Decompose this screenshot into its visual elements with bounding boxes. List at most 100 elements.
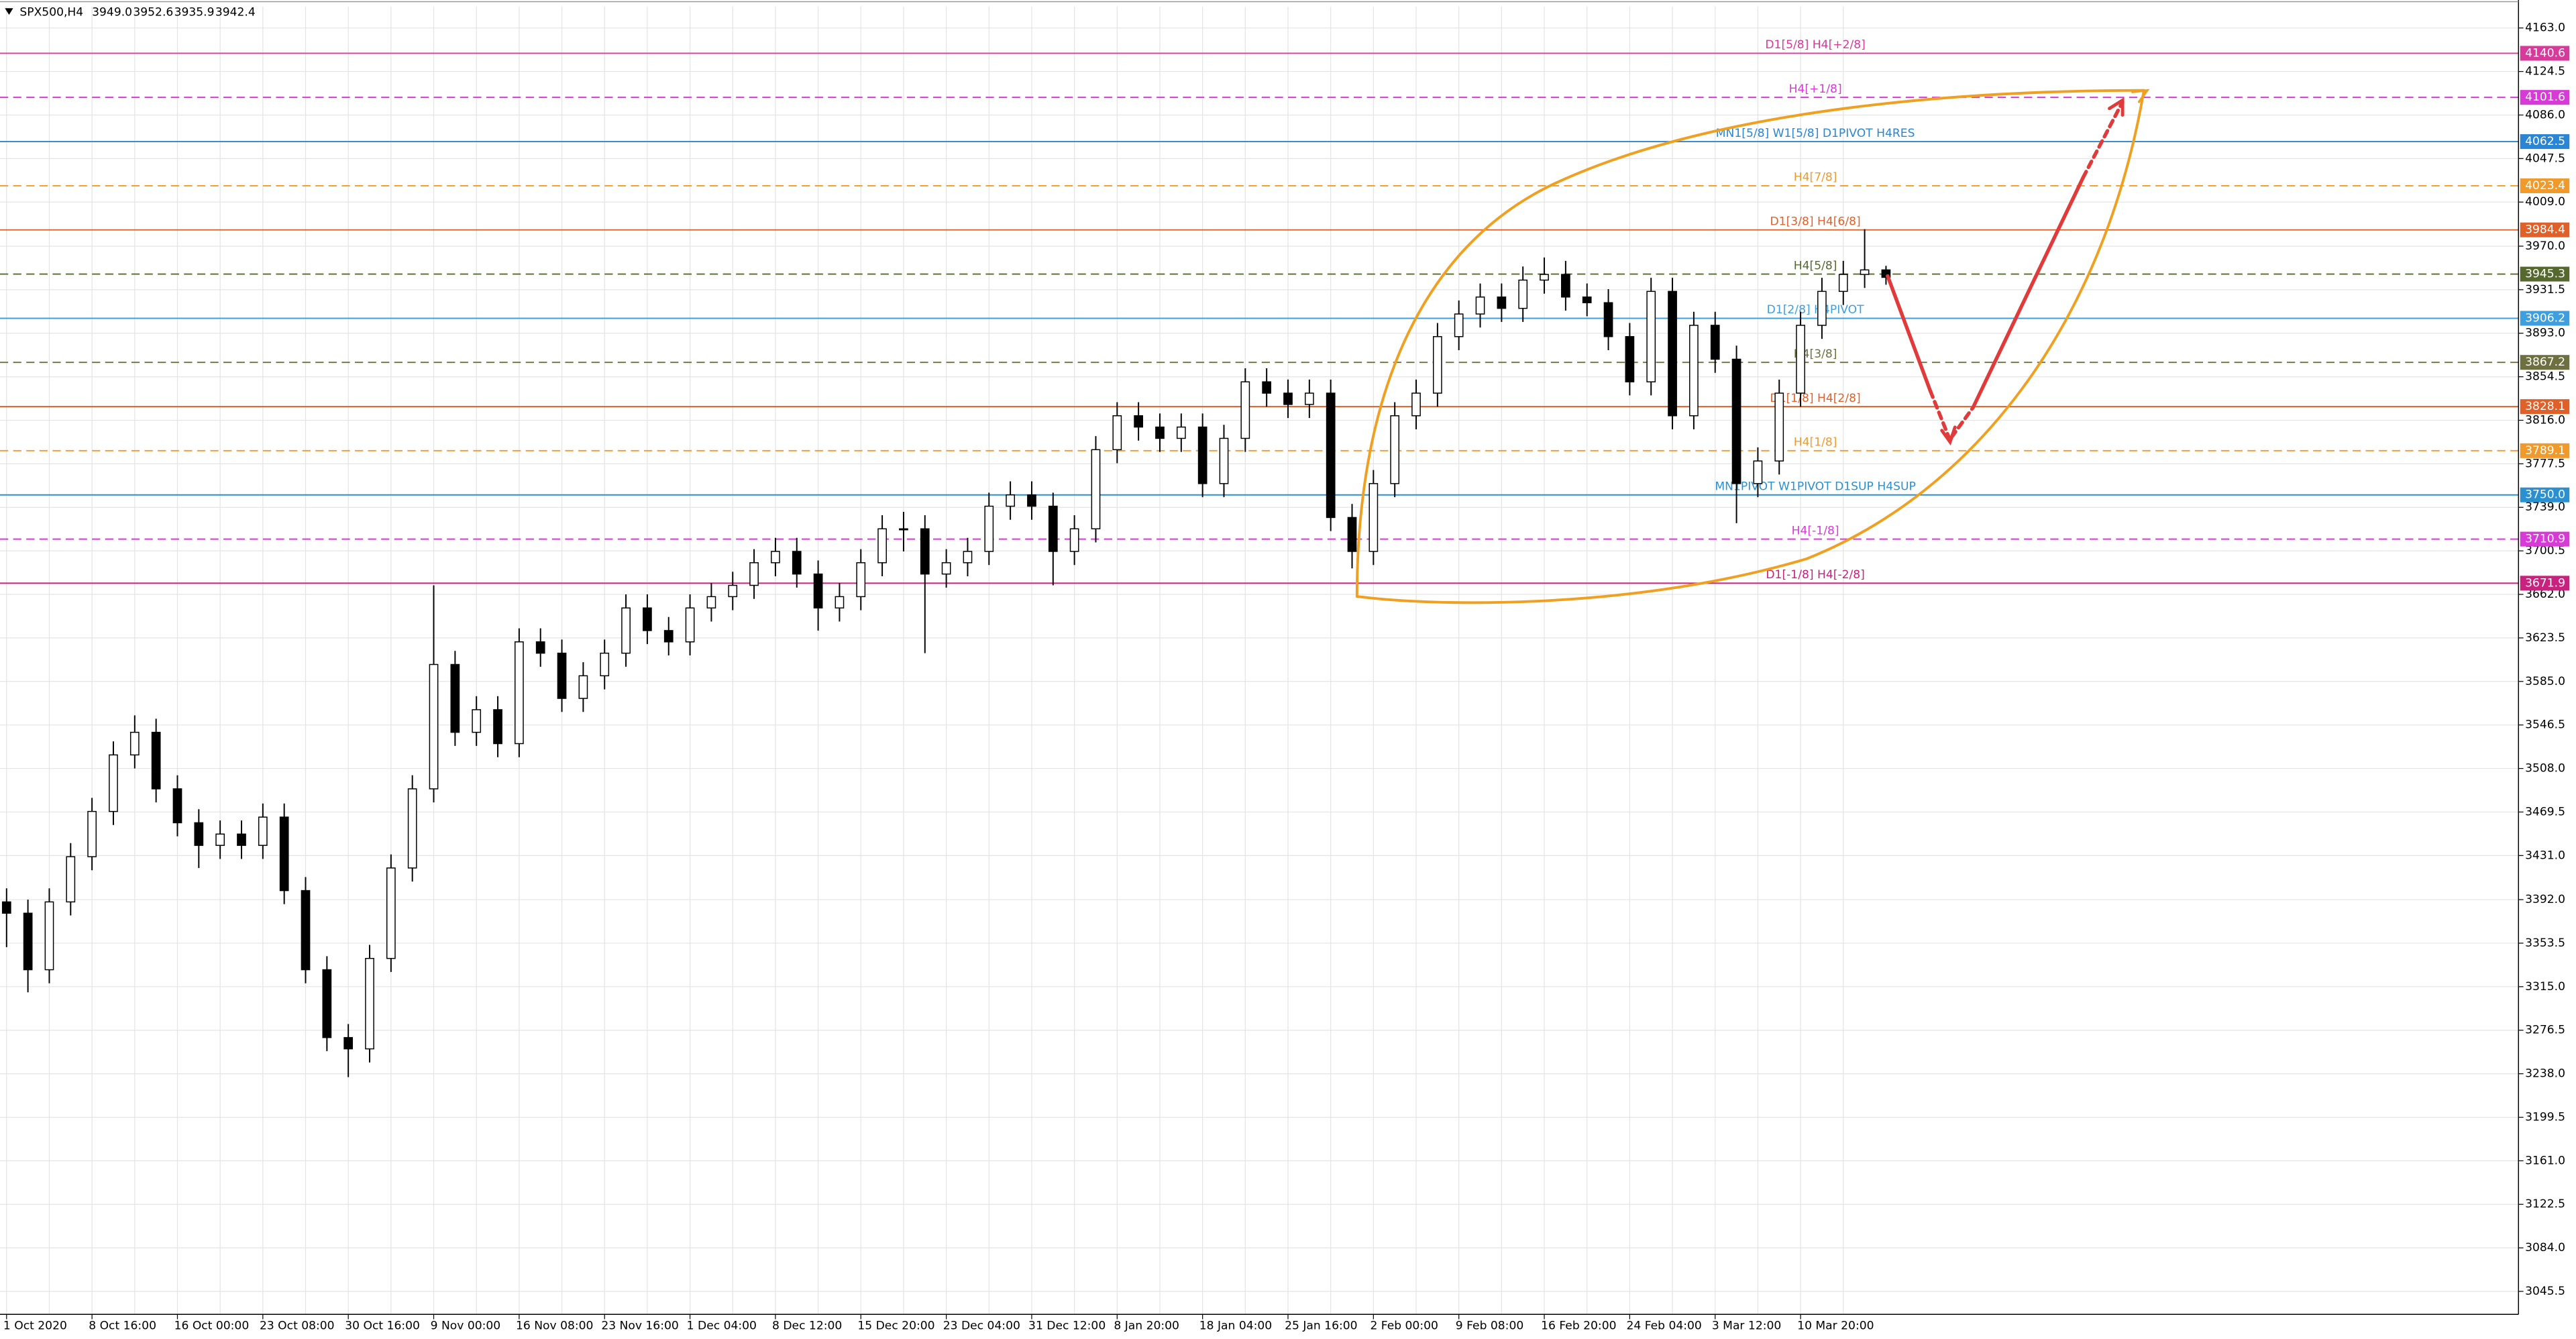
x-tick-label: 3 Mar 12:00 bbox=[1712, 1319, 1781, 1332]
x-tick-label: 25 Jan 16:00 bbox=[1285, 1319, 1357, 1332]
level-name: D1[-1/8] H4[-2/8] bbox=[1766, 568, 1865, 582]
level-name: D1[5/8] H4[+2/8] bbox=[1765, 38, 1866, 52]
candle-body bbox=[557, 652, 567, 699]
candle-body bbox=[600, 652, 610, 677]
candle-body bbox=[215, 833, 225, 846]
y-tick-label: 3392.0 bbox=[2525, 893, 2565, 906]
level-name: H4[-1/8] bbox=[1792, 524, 1839, 537]
candle-body bbox=[963, 551, 973, 564]
candle-body bbox=[1731, 358, 1741, 484]
candle-body bbox=[322, 969, 332, 1038]
candle-body bbox=[1774, 392, 1784, 462]
candles bbox=[1, 229, 1891, 1077]
y-tick-label: 3161.0 bbox=[2525, 1154, 2565, 1167]
y-tick-label: 3353.5 bbox=[2525, 936, 2565, 950]
level-name: D1[2/8] H4PIVOT bbox=[1767, 303, 1864, 317]
price-tag bbox=[2520, 134, 2570, 150]
x-tick-label: 16 Nov 08:00 bbox=[516, 1319, 593, 1332]
grid: 4163.0 4124.5 4086.0 4047.5 4009.0 3970.0 3931… bbox=[0, 6, 2565, 1332]
candle-body bbox=[1753, 460, 1763, 484]
level-name: H4[+1/8] bbox=[1789, 83, 1842, 96]
y-tick-label: 3431.0 bbox=[2525, 849, 2565, 862]
candle-body bbox=[1540, 274, 1549, 281]
price-tag bbox=[2520, 178, 2570, 193]
candle-body bbox=[1881, 269, 1891, 278]
y-tick-label: 3931.5 bbox=[2525, 283, 2565, 297]
level-name: D1[3/8] H4[6/8] bbox=[1770, 215, 1861, 228]
level-name: H4[5/8] bbox=[1794, 259, 1837, 272]
candle-body bbox=[1582, 297, 1592, 303]
y-tick-label: 3662.0 bbox=[2525, 588, 2565, 601]
y-tick-label: 4086.0 bbox=[2525, 108, 2565, 121]
price-tag bbox=[2520, 399, 2570, 415]
candle-body bbox=[44, 901, 54, 971]
candle-body bbox=[1326, 392, 1336, 519]
y-tick-label: 3546.5 bbox=[2525, 718, 2565, 732]
price-tag-label: 3984.4 bbox=[2525, 223, 2565, 237]
candle-body bbox=[771, 551, 780, 564]
x-tick-label: 23 Nov 16:00 bbox=[601, 1319, 678, 1332]
price-tag-label: 4062.5 bbox=[2525, 135, 2565, 148]
y-tick-label: 3238.0 bbox=[2525, 1067, 2565, 1081]
x-tick-label: 16 Oct 00:00 bbox=[174, 1319, 250, 1332]
last-low: 3935.9 bbox=[174, 5, 215, 19]
price-tag bbox=[2520, 443, 2570, 458]
candle-body bbox=[472, 709, 482, 733]
y-tick-label: 3508.0 bbox=[2525, 762, 2565, 775]
candle-body bbox=[1155, 426, 1165, 439]
candle-body bbox=[1625, 336, 1635, 382]
candle-body bbox=[1710, 325, 1720, 360]
candle-body bbox=[1411, 392, 1421, 417]
candle-body bbox=[1048, 505, 1058, 552]
candle-body bbox=[365, 957, 374, 1050]
price-tag-label: 3710.9 bbox=[2525, 533, 2565, 546]
price-tag-label: 4101.6 bbox=[2525, 91, 2565, 104]
forecast-curve bbox=[1355, 89, 2145, 604]
y-tick-label: 3585.0 bbox=[2525, 675, 2565, 688]
candle-body bbox=[1, 901, 11, 914]
x-tick-label: 9 Feb 08:00 bbox=[1456, 1319, 1523, 1332]
x-tick-label: 8 Dec 12:00 bbox=[772, 1319, 842, 1332]
y-tick-label: 4124.5 bbox=[2525, 65, 2565, 78]
y-tick-label: 4009.0 bbox=[2525, 195, 2565, 209]
y-tick-label: 3700.5 bbox=[2525, 544, 2565, 557]
last-close: 3942.4 bbox=[215, 5, 256, 19]
annotation bbox=[1355, 89, 2150, 604]
candle-body bbox=[1454, 313, 1464, 337]
candle-body bbox=[1668, 290, 1677, 417]
candle-body bbox=[685, 607, 695, 643]
price-tag-label: 3750.0 bbox=[2525, 488, 2565, 502]
price-tag-label: 3945.3 bbox=[2525, 268, 2565, 281]
candle-body bbox=[1689, 325, 1699, 417]
x-tick-label: 23 Oct 08:00 bbox=[260, 1319, 335, 1332]
candle-body bbox=[493, 709, 502, 745]
candle-body bbox=[1112, 415, 1122, 451]
price-tag bbox=[2520, 46, 2570, 61]
candle-body bbox=[920, 528, 930, 575]
menu-triangle[interactable] bbox=[5, 8, 13, 15]
x-tick-label: 31 Dec 12:00 bbox=[1028, 1319, 1106, 1332]
candle-body bbox=[1176, 426, 1186, 439]
forecast-curve bbox=[1355, 89, 2145, 598]
y-tick-label: 3777.5 bbox=[2525, 457, 2565, 470]
level-name: MN1[5/8] W1[5/8] D1PIVOT H4RES bbox=[1716, 127, 1915, 140]
arrow-head bbox=[2108, 97, 2125, 117]
candle-body bbox=[279, 816, 289, 892]
y-tick-label: 3469.5 bbox=[2525, 805, 2565, 818]
candle-body bbox=[1838, 274, 1848, 292]
candle-body bbox=[301, 890, 311, 971]
curve-arrow-head bbox=[2131, 89, 2150, 103]
candle-body bbox=[194, 822, 204, 846]
x-tick-label: 1 Oct 2020 bbox=[3, 1319, 67, 1332]
y-tick-label: 3893.0 bbox=[2525, 327, 2565, 340]
candle-body bbox=[1390, 415, 1400, 484]
candle-body bbox=[813, 573, 823, 608]
candle-body bbox=[109, 754, 118, 812]
candle-body bbox=[1069, 528, 1079, 552]
y-tick-label: 4047.5 bbox=[2525, 152, 2565, 165]
candle-body bbox=[1197, 426, 1208, 484]
candle-body bbox=[856, 562, 866, 598]
candle-body bbox=[237, 833, 246, 846]
forecast-arrow bbox=[1971, 175, 2085, 410]
